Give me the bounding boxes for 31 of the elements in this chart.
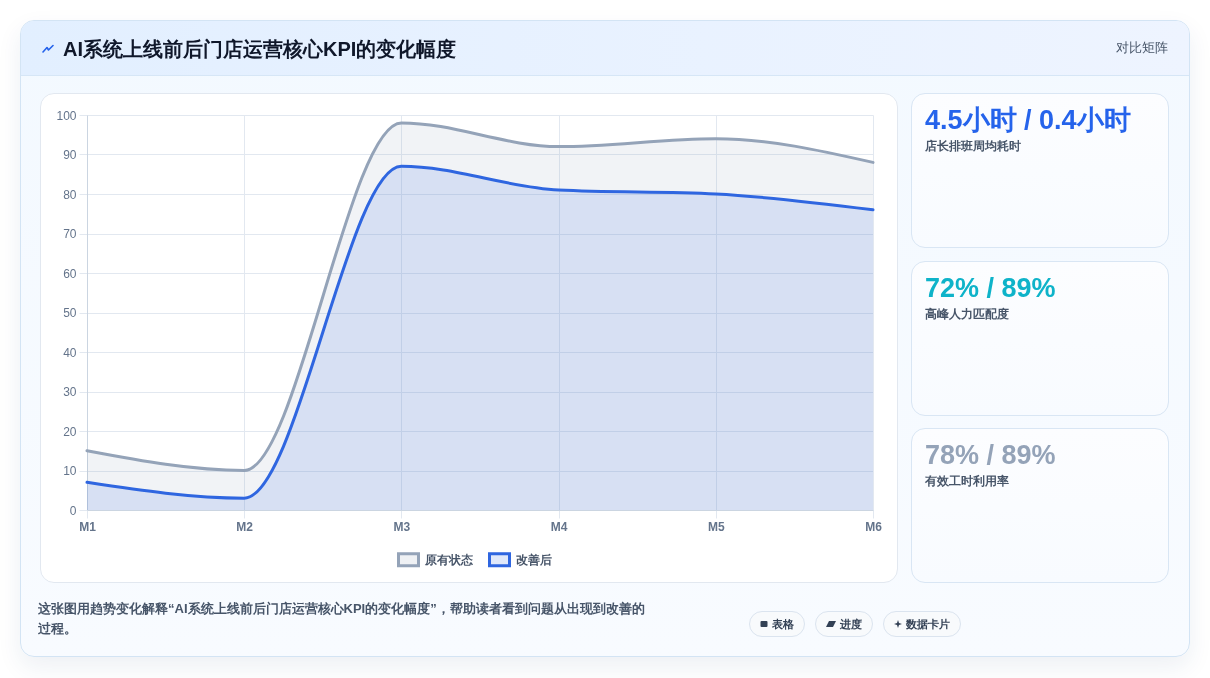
text: 店长排班周均耗时 bbox=[925, 139, 1021, 153]
x-tick-label: M1 bbox=[79, 519, 97, 534]
y-tick-label: 50 bbox=[63, 306, 77, 320]
x-tick-label: M3 bbox=[393, 519, 411, 534]
x-tick-label: M4 bbox=[550, 519, 568, 534]
x-tick-label: M5 bbox=[707, 519, 725, 534]
text: 有效工时利用率 bbox=[925, 474, 1009, 488]
text: 进度 bbox=[840, 616, 862, 632]
text: 表格 bbox=[772, 616, 794, 632]
legend-label: 原有状态 bbox=[424, 552, 474, 567]
text: 78% / 89% bbox=[925, 439, 1056, 471]
x-tick-label: M2 bbox=[236, 519, 254, 534]
text: 数据卡片 bbox=[906, 616, 950, 632]
y-tick-label: 20 bbox=[63, 424, 77, 439]
y-tick-label: 70 bbox=[63, 227, 77, 241]
text: 对比矩阵 bbox=[1116, 40, 1168, 56]
y-tick-label: 30 bbox=[63, 385, 77, 399]
text: 4.5小时 / 0.4小时 bbox=[925, 104, 1131, 136]
text: 72% / 89% bbox=[925, 271, 1056, 304]
text: 高峰人力匹配度 bbox=[925, 306, 1009, 321]
y-tick-label: 90 bbox=[63, 148, 77, 162]
y-tick-label: 60 bbox=[63, 266, 77, 281]
y-tick-label: 40 bbox=[63, 345, 77, 360]
y-tick-label: 100 bbox=[56, 108, 77, 123]
y-tick-label: 10 bbox=[63, 464, 77, 478]
y-tick-label: 0 bbox=[69, 503, 77, 518]
y-tick-label: 80 bbox=[63, 187, 77, 202]
x-tick-label: M6 bbox=[865, 519, 883, 534]
chart-title: AI系统上线前后门店运营核心KPI的变化幅度 bbox=[63, 37, 457, 61]
text: 这张图用趋势变化解释“AI系统上线前后门店运营核心KPI的变化幅度”，帮助读者看到问题从出现到改善的过程。 bbox=[38, 600, 646, 638]
legend-label: 改善后 bbox=[516, 552, 552, 567]
